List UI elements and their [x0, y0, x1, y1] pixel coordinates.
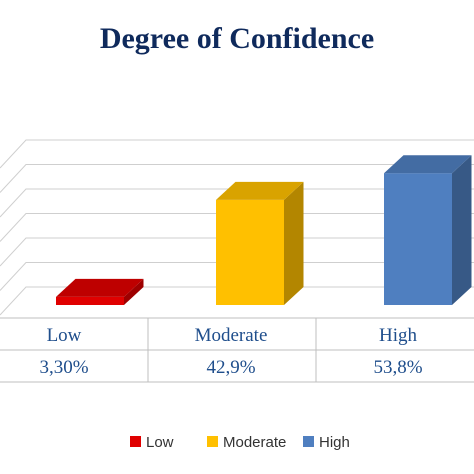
legend-swatch-moderate [207, 436, 218, 447]
value-label-high: 53,8% [373, 357, 422, 378]
category-label-high: High [379, 325, 418, 346]
chart-bars [56, 155, 472, 305]
gridline [0, 286, 474, 316]
gridline [0, 164, 474, 193]
chart-gridlines [0, 139, 474, 316]
legend-swatch-high [303, 436, 314, 447]
chart-title: Degree of Confidence [100, 22, 374, 55]
gridline [0, 237, 474, 267]
bar-side-moderate [284, 181, 304, 305]
legend-label-high: High [319, 434, 350, 451]
bar-high [384, 155, 472, 305]
bar-top-high [384, 155, 472, 174]
data-table [0, 317, 474, 383]
gridline [0, 188, 474, 218]
category-label-low: Low [47, 325, 82, 346]
bar-side-low [124, 278, 144, 305]
gridline [0, 139, 474, 169]
legend: Low Moderate High [130, 434, 350, 451]
bar-front-low [56, 296, 124, 305]
category-label-moderate: Moderate [195, 325, 268, 346]
value-label-low: 3,30% [39, 357, 88, 378]
bar-front-high [384, 173, 452, 305]
bar-top-moderate [216, 181, 304, 200]
legend-swatch-low [130, 436, 141, 447]
bar-low [56, 278, 144, 305]
bar-top-low [56, 278, 144, 297]
legend-label-moderate: Moderate [223, 434, 286, 451]
legend-label-low: Low [146, 434, 174, 451]
bar-front-moderate [216, 199, 284, 305]
category-labels: Low 3,30% Moderate 42,9% High 53,8% [39, 325, 422, 378]
bar-side-high [452, 155, 472, 305]
gridline [0, 262, 474, 291]
bar-moderate [216, 181, 304, 305]
gridline [0, 213, 474, 242]
value-label-moderate: 42,9% [206, 357, 255, 378]
